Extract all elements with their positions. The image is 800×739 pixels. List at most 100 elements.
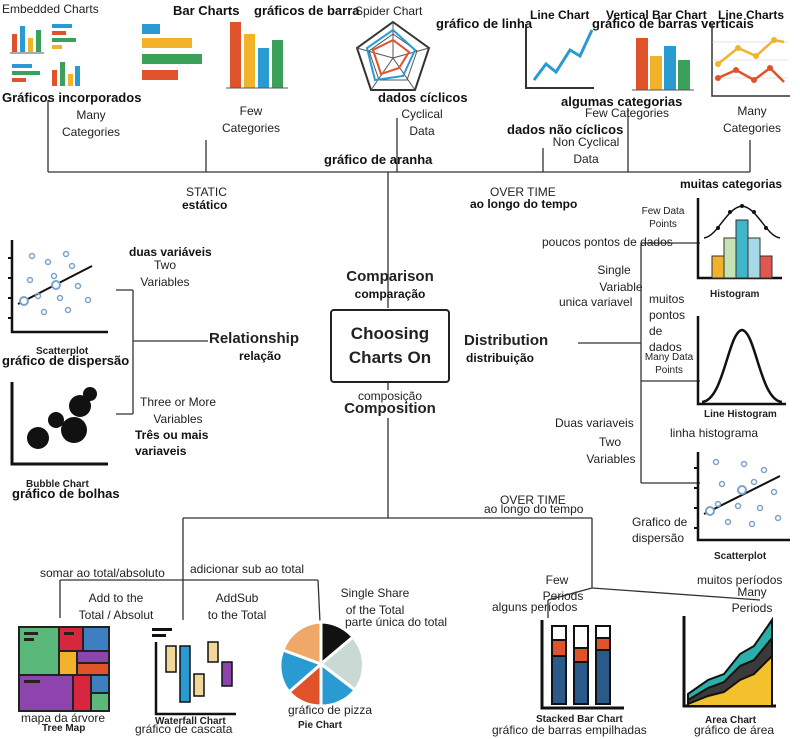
bar-charts-label-2: Categories [221,121,281,135]
addsub-label-1: AddSub [215,591,259,605]
vbar-chart-pt: gráfico de barras verticais [592,16,754,31]
bar-charts-icon [142,22,288,89]
scatterplot-distribution-pt-2: dispersão [632,531,685,545]
few-data-points-pt: poucos pontos de dados [542,235,673,249]
bar-charts-pt: gráficos de barra [254,3,360,18]
many-data-points-pt-4: dados [649,340,682,354]
single-variable-pt: unica variavel [559,295,633,309]
composition-over-time-label: OVER TIME [500,493,566,507]
static-label: STATIC [186,185,227,199]
bubble-chart-pt: gráfico de bolhas [12,486,120,501]
branch-relationship: Relationship [209,330,300,347]
embedded-charts-title: Embedded Charts [2,2,99,16]
tree-map-pt: mapa da árvore [21,711,106,725]
pie-chart-caption: Pie Chart [298,720,342,731]
line-charts-label-2: Categories [722,121,782,135]
spider-chart-label-2: Data [409,124,435,138]
bar-charts-title: Bar Charts [173,3,240,18]
line-histogram-icon [696,316,786,406]
two-variables-label-1-distribution: Two [598,435,621,449]
static-label-pt: estático [182,198,228,212]
two-variables-pt-distribution: Duas variaveis [555,416,634,430]
few-periods-pt: alguns períodos [492,600,578,614]
line-charts-title: Line Charts [718,8,785,22]
add-total-label-2: Total / Absolut [78,608,154,622]
vbar-chart-label: Few Categories [585,106,670,120]
line-charts-pt: muitas categorias [680,177,783,191]
area-chart-icon [682,616,776,708]
many-periods-label-2: Periods [731,601,773,615]
many-data-points-label-1: Many Data [644,352,694,363]
many-data-points-pt-1: muitos [649,292,685,306]
bar-charts-label-1: Few [239,104,263,118]
line-charts-label-1: Many [737,104,767,118]
three-variables-pt-1: Três ou mais [135,428,209,442]
many-data-points-pt-3: de [649,324,663,338]
center-line-2: Charts On [348,348,432,367]
many-periods-label-1: Many [737,585,767,599]
scatterplot-distribution-caption: Scatterplot [714,551,767,562]
many-data-points-pt-2: pontos [649,308,686,322]
tree-map-icon [18,626,110,712]
tree-map-caption: Tree Map [42,723,86,734]
line-histogram-pt: linha histograma [670,426,759,440]
two-variables-label-2-distribution: Variables [586,452,636,466]
embedded-charts-pt: Gráficos incorporados [2,90,142,105]
composition-over-time-pt: ao longo do tempo [484,502,584,516]
line-chart-title: Line Chart [530,8,590,22]
single-variable-label-1: Single [597,263,631,277]
line-chart-label-1: Non Cyclical [552,135,620,149]
branch-composition-pt: composição [357,389,423,403]
pie-chart-pt: gráfico de pizza [288,703,373,717]
over-time-label-pt: ao longo do tempo [470,197,578,211]
line-chart-pt2: dados não cíclicos [507,122,624,137]
single-variable-label-2: Variable [599,280,643,294]
branch-comparison: Comparison [346,268,434,285]
branch-distribution-pt: distribuição [466,351,535,365]
scatterplot-distribution-pt-1: Grafico de [632,515,688,529]
center-title: Choosing Charts On [330,309,450,383]
two-variables-pt: duas variáveis [129,245,212,259]
pie-chart-icon [278,620,365,708]
three-variables-label-2: Variables [153,412,203,426]
branch-composition: Composition [344,400,436,417]
scatterplot-pt: gráfico de dispersão [2,353,130,368]
add-total-label-1: Add to the [88,591,144,605]
scatterplot-icon [8,240,108,334]
addsub-pt: adicionar sub ao total [190,562,305,576]
two-variables-label-1: Two [153,258,176,272]
line-chart-icon [525,24,594,89]
branch-distribution: Distribution [464,332,549,349]
branch-relationship-pt: relação [239,349,282,363]
line-histogram-caption: Line Histogram [704,409,777,420]
spider-chart-branch-pt: gráfico de aranha [324,152,433,167]
bubble-chart-icon [10,382,108,466]
addsub-label-2: to the Total [207,608,267,622]
single-share-label-2: of the Total [345,603,405,617]
over-time-label: OVER TIME [490,185,556,199]
center-line-1: Choosing [350,324,430,343]
line-chart-label-2: Data [573,152,599,166]
branch-comparison-pt: comparação [354,287,426,301]
few-data-points-label-2: Points [649,219,677,230]
waterfall-chart-icon [152,628,236,716]
vbar-chart-pt2: algumas categorias [561,94,683,109]
two-variables-label-2: Variables [140,275,190,289]
many-data-points-label-2: Points [655,365,683,376]
single-share-label-1: Single Share [340,586,410,600]
area-chart-caption: Area Chart [705,715,757,726]
spider-chart-pt: dados cíclicos [378,90,468,105]
histogram-caption: Histogram [710,289,760,300]
line-chart-pt: gráfico de linha [436,16,533,31]
embedded-charts-icon [10,24,80,86]
few-periods-label-2: Periods [542,589,584,603]
line-charts-icon [711,24,790,97]
stacked-bar-chart-caption: Stacked Bar Chart [536,714,623,725]
vbar-chart-title: Vertical Bar Chart [606,8,707,22]
add-total-pt: somar ao total/absoluto [40,566,165,580]
embedded-charts-label-2: Categories [61,125,121,139]
vbar-chart-icon [632,38,694,91]
three-variables-pt-2: variaveis [135,444,187,458]
scatterplot-distribution-icon [694,452,790,542]
spider-chart-icon [355,20,431,91]
